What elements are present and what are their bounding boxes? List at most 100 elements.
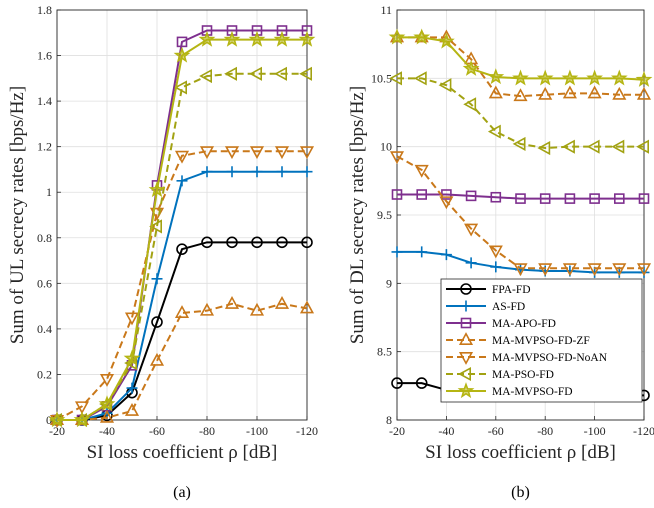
data-point — [274, 66, 287, 81]
data-point — [151, 273, 163, 285]
data-point — [176, 36, 188, 48]
y-tick-label: 1.8 — [37, 3, 52, 17]
series-line — [57, 241, 307, 421]
data-point — [176, 243, 188, 255]
data-point — [589, 193, 600, 204]
x-tick-label: -100 — [584, 424, 606, 438]
series-ma-apo-fd — [391, 189, 650, 204]
x-tick-label: -80 — [199, 424, 215, 438]
x-tick-label: -40 — [438, 424, 454, 438]
legend-item: AS-FD — [446, 300, 525, 313]
data-point — [391, 189, 403, 200]
plot-b: -20 -40 -60 -80 -100 -120 8 8.5 9 9.5 10 10.5 11 SI l… — [347, 3, 654, 501]
panel-caption: (a) — [173, 484, 191, 501]
x-tick-label: -40 — [99, 424, 115, 438]
x-tick-label: -120 — [633, 424, 654, 438]
x-axis-label: SI loss coefficient ρ [dB] — [425, 442, 616, 463]
x-tick-label: -60 — [488, 424, 504, 438]
data-point — [487, 68, 505, 85]
data-point — [464, 223, 479, 237]
legend-marker — [460, 283, 472, 295]
legend-marker — [460, 300, 472, 312]
data-point — [562, 139, 575, 154]
data-point — [149, 352, 165, 366]
data-point — [74, 401, 90, 415]
data-point — [636, 139, 649, 154]
y-axis-label: Sum of UL secrecy rates [bps/Hz] — [7, 86, 28, 344]
legend-marker — [457, 382, 475, 399]
data-point — [391, 377, 403, 389]
data-point — [562, 85, 577, 99]
data-point — [513, 88, 528, 102]
data-point — [99, 409, 115, 423]
data-point — [224, 146, 240, 160]
data-point — [512, 69, 529, 86]
data-point — [391, 246, 403, 258]
data-point — [610, 69, 628, 86]
data-point — [465, 257, 477, 269]
series-line — [56, 150, 307, 421]
data-point — [301, 236, 313, 249]
y-tick-label: 0.4 — [37, 322, 52, 336]
x-tick-label: -100 — [246, 424, 268, 438]
legend-marker — [458, 366, 471, 382]
legend-item: MA-APO-FD — [446, 317, 556, 330]
series-ma-mvpso-fd-noan — [389, 151, 652, 277]
data-point — [224, 66, 237, 81]
legend-item: FPA-FD — [446, 283, 531, 296]
data-point — [249, 302, 265, 316]
data-point — [151, 316, 163, 328]
data-point — [513, 263, 528, 277]
series-line — [396, 155, 644, 270]
data-point — [413, 28, 431, 45]
legend: FPA-FD AS-FD MA-APO-FD MA-MVPSO-FD-ZF MA-MVP… — [440, 278, 643, 403]
data-point — [299, 146, 315, 160]
series-line — [397, 36, 644, 98]
y-tick-label: 11 — [380, 3, 392, 17]
data-point — [298, 30, 316, 47]
y-tick-label: 8.5 — [377, 345, 392, 359]
data-point — [538, 263, 553, 277]
y-tick-label: 1.6 — [37, 49, 52, 63]
legend-item: MA-PSO-FD — [446, 366, 554, 382]
data-point — [612, 86, 627, 100]
y-tick-label: 1.2 — [37, 140, 52, 154]
y-tick-label: 10 — [380, 140, 392, 154]
data-point — [612, 263, 627, 277]
data-point — [251, 236, 263, 249]
y-tick-label: 1.4 — [37, 94, 52, 108]
x-axis-label: SI loss coefficient ρ [dB] — [87, 442, 278, 463]
series-line — [397, 193, 644, 200]
data-point — [636, 86, 652, 100]
data-point — [198, 30, 216, 47]
legend-label: MA-MVPSO-FD — [492, 386, 573, 398]
series-ma-mvpso-fd-noan — [49, 146, 315, 428]
data-point — [124, 312, 140, 326]
data-point — [415, 377, 428, 389]
data-point — [48, 411, 66, 428]
data-point — [199, 69, 212, 84]
data-point — [416, 246, 428, 258]
series-line — [57, 29, 307, 421]
data-point — [226, 236, 238, 249]
data-point — [173, 46, 191, 63]
y-tick-label: 0.8 — [37, 231, 52, 245]
legend-label: MA-MVPSO-FD-ZF — [492, 335, 590, 347]
series-ma-pso-fd — [389, 71, 649, 156]
x-tick-label: -20 — [49, 424, 65, 438]
data-point — [226, 166, 238, 178]
legend-label: MA-PSO-FD — [492, 369, 554, 381]
data-point — [613, 193, 625, 204]
y-tick-label: 1 — [46, 185, 52, 199]
data-point — [301, 166, 313, 178]
series-as-fd — [391, 246, 650, 278]
data-point — [201, 236, 213, 249]
legend-marker — [458, 332, 474, 345]
data-point — [439, 196, 454, 210]
data-point — [176, 175, 188, 187]
y-axis-label: Sum of DL secrecy rates [bps/Hz] — [347, 86, 368, 344]
x-tick-label: -60 — [149, 424, 165, 438]
x-tick-label: -120 — [296, 424, 318, 438]
data-point — [413, 71, 427, 86]
